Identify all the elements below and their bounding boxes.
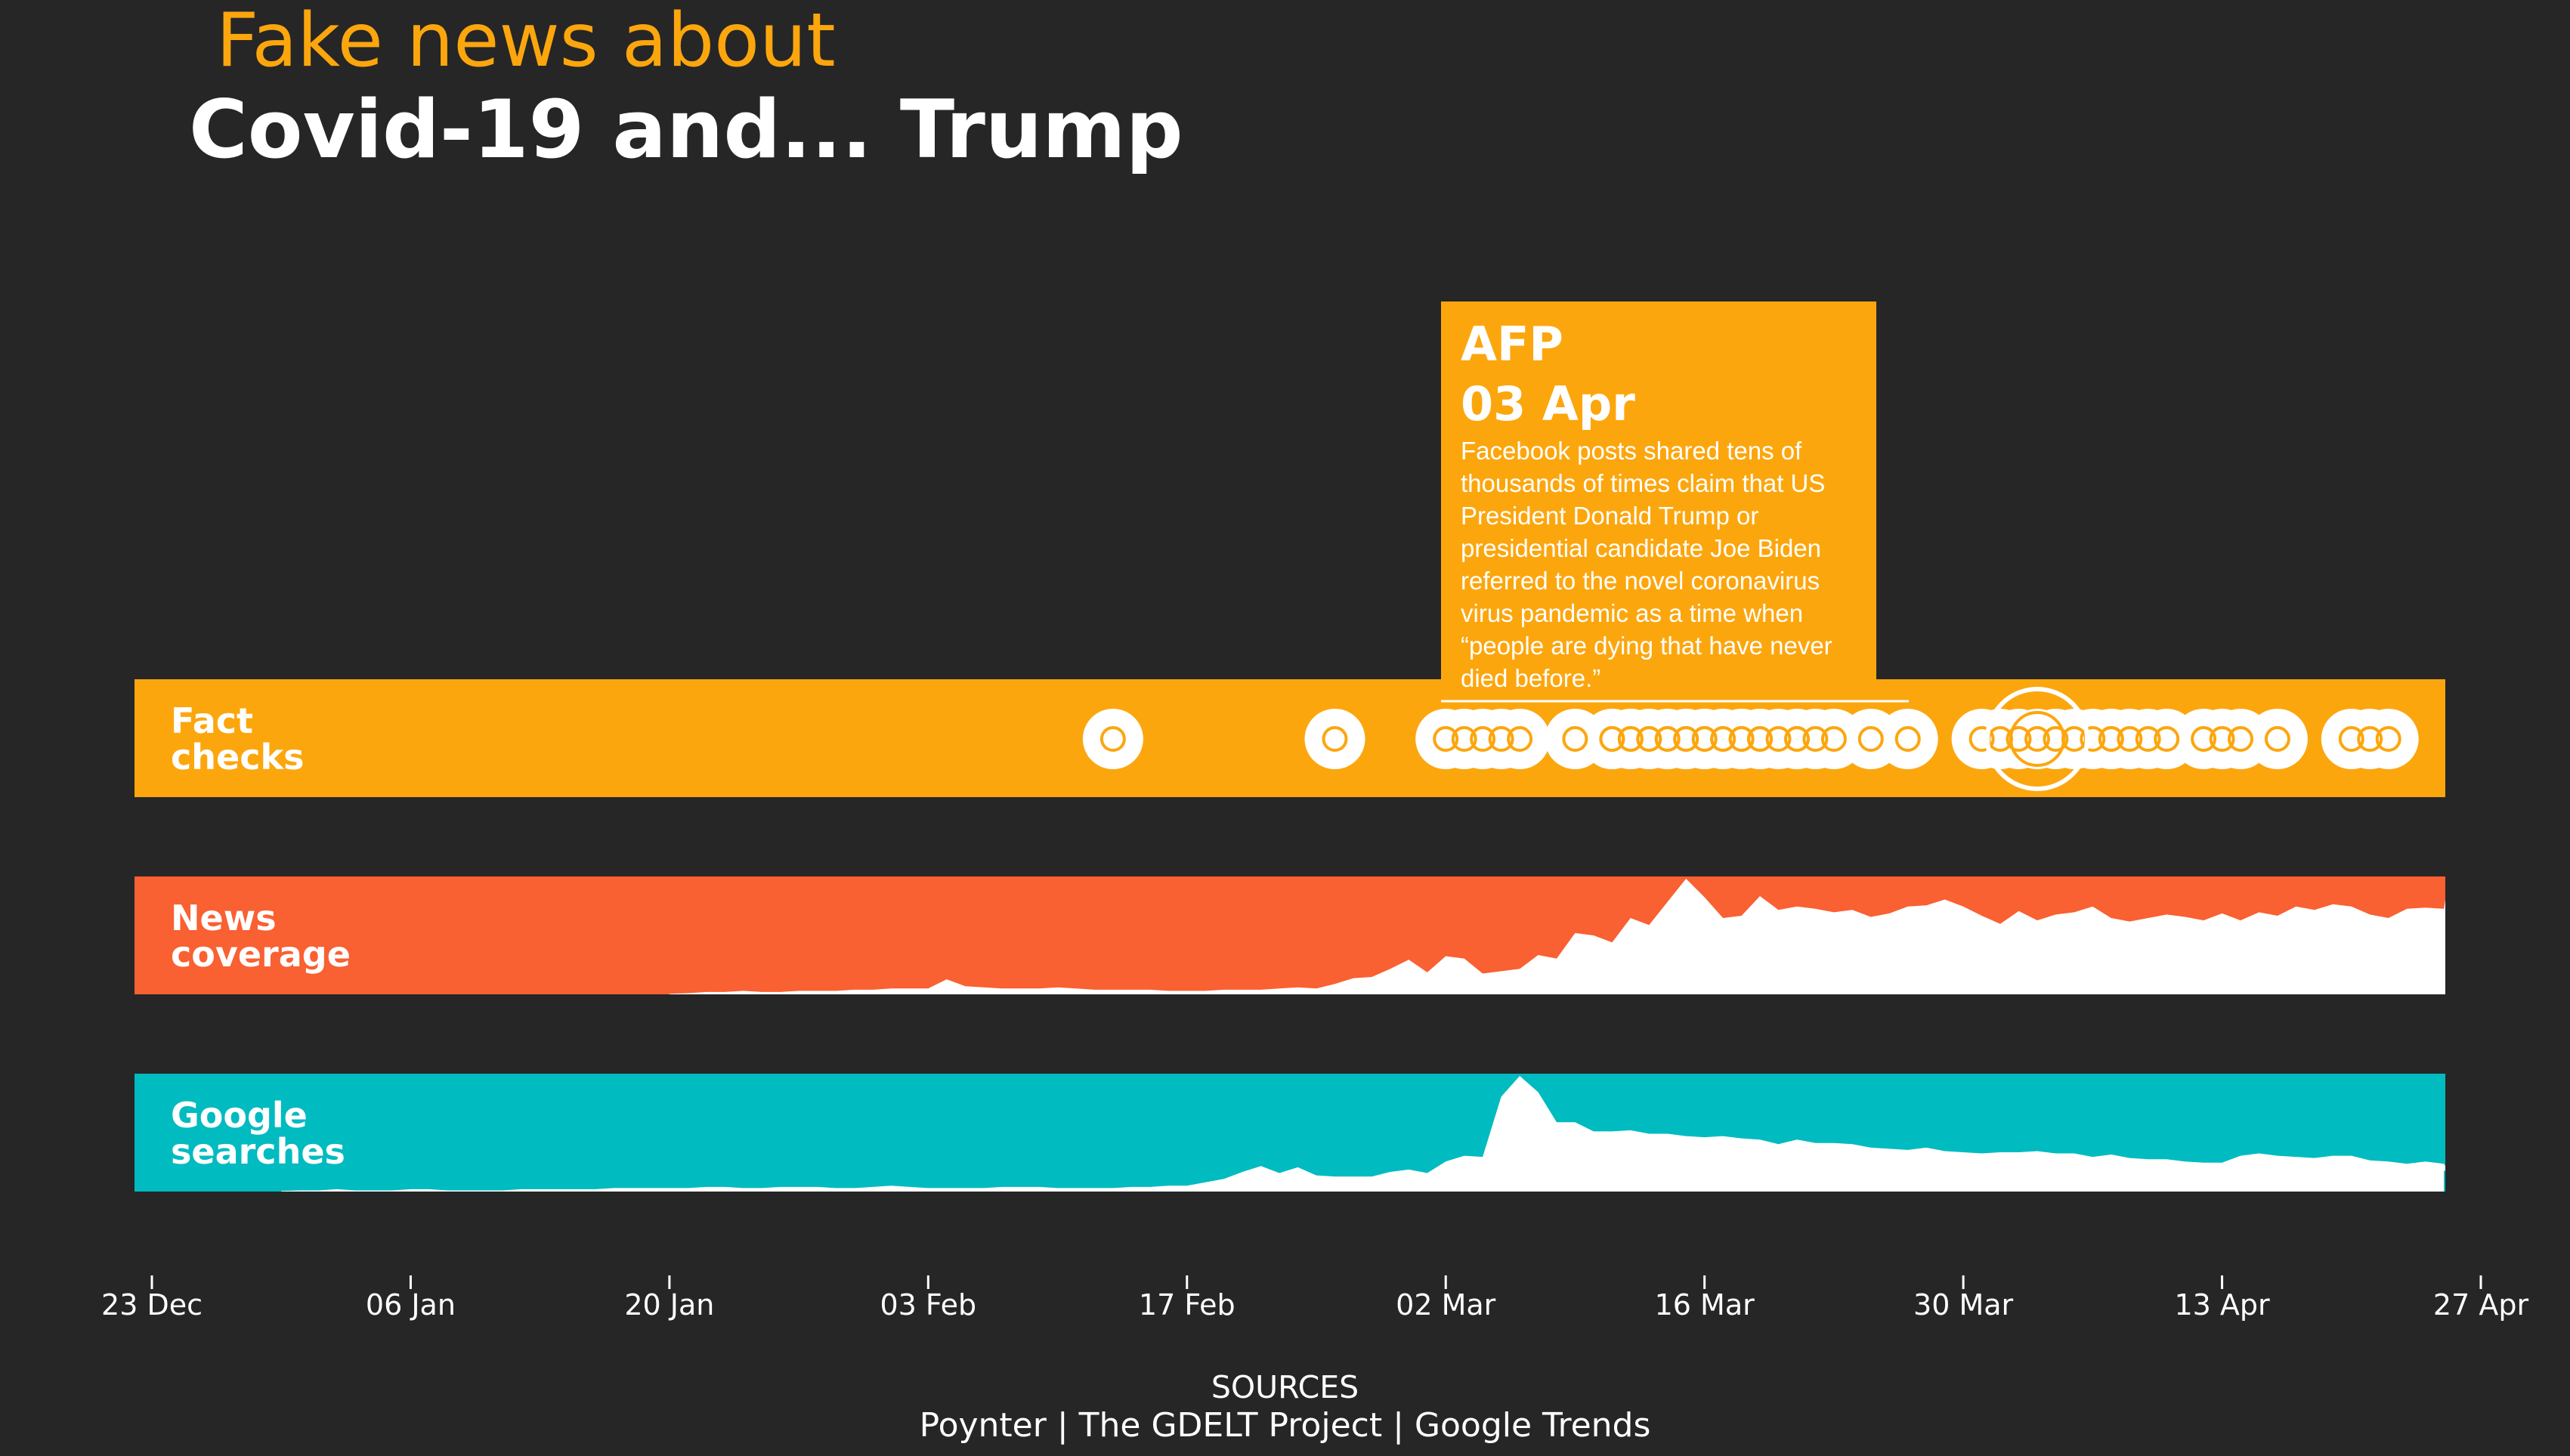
fact-check-marker-ring [2209, 726, 2235, 752]
fact-check-marker-ring [1433, 726, 1459, 752]
chart-title-line2: Covid-19 and... Trump [189, 83, 1183, 176]
fact-check-marker-ring [1747, 726, 1773, 752]
x-axis-tick-label: 23 Dec [101, 1288, 203, 1322]
fact-check-marker-ring [1691, 726, 1718, 752]
fact-check-marker [1082, 709, 1143, 769]
fact-check-marker-ring [1451, 726, 1477, 752]
fact-check-marker-ring [1894, 726, 1921, 752]
fact-check-marker [1304, 709, 1365, 769]
sources-list: Poynter | The GDELT Project | Google Tre… [919, 1406, 1651, 1445]
fact-check-marker-ring [2264, 726, 2290, 752]
fact-check-marker-ring [2043, 726, 2069, 752]
tooltip-text: Facebook posts shared tens of thousands … [1461, 437, 1832, 692]
x-axis-tick-label: 06 Jan [366, 1288, 456, 1322]
chart-title-line1: Fake news about [216, 0, 836, 84]
fact-check-marker [2247, 709, 2308, 769]
area-series [669, 879, 2446, 994]
fact-check-marker-ring [1470, 726, 1496, 752]
fact-check-marker-ring [1507, 726, 1533, 752]
panel-label: News coverage [171, 898, 351, 975]
fact-check-marker-ring [1728, 726, 1755, 752]
fact-check-marker-ring [1654, 726, 1681, 752]
fact-check-marker-ring [2228, 726, 2253, 752]
fact-check-tooltip: AFP 03 Apr Facebook posts shared tens of… [1441, 301, 1876, 699]
fact-check-marker-ring [2375, 726, 2401, 752]
fact-check-marker-ring [1636, 726, 1662, 752]
x-axis-tick-label: 27 Apr [2433, 1288, 2529, 1322]
fact-check-marker-ring [2191, 726, 2217, 752]
fact-check-marker [1489, 709, 1551, 769]
fact-check-marker-ring [2080, 726, 2106, 752]
fact-check-marker-ring [1562, 726, 1588, 752]
fact-check-marker-ring [1599, 726, 1625, 752]
fact-check-marker-ring [2006, 726, 2032, 752]
fact-check-marker-ring [1802, 726, 1829, 752]
fact-check-marker-ring [2357, 726, 2383, 752]
fact-check-marker-ring [2154, 726, 2180, 752]
x-axis-tick-label: 13 Apr [2174, 1288, 2270, 1322]
fact-check-marker-ring [1322, 726, 1348, 752]
x-axis-tick-label: 30 Mar [1913, 1288, 2014, 1322]
fact-check-marker [2358, 709, 2419, 769]
fact-check-marker-ring [1617, 726, 1644, 752]
x-axis-tick-label: 02 Mar [1396, 1288, 1496, 1322]
x-axis-tick-label: 03 Feb [880, 1288, 976, 1322]
x-axis-tick-label: 16 Mar [1655, 1288, 1755, 1322]
fact-check-marker-ring [1784, 726, 1810, 752]
fact-check-marker-ring [1820, 726, 1847, 752]
x-axis-tick-label: 20 Jan [624, 1288, 714, 1322]
fact-check-marker-ring [1710, 726, 1737, 752]
fact-check-marker-ring [2117, 726, 2143, 752]
fact-check-marker [1877, 709, 1938, 769]
fact-check-marker-ring [1765, 726, 1792, 752]
fact-check-marker-ring [1488, 726, 1514, 752]
sources-title: SOURCES [1211, 1369, 1359, 1405]
highlighted-marker-ring [2009, 711, 2065, 767]
fact-check-marker-ring [1857, 726, 1884, 752]
fact-check-marker-ring [1968, 726, 1995, 752]
fact-check-marker-ring [1099, 726, 1126, 752]
tooltip-source: AFP [1461, 317, 1563, 372]
highlighted-marker-halo [1985, 687, 2089, 791]
area-series [281, 1076, 2446, 1192]
fact-check-marker-ring [2024, 726, 2050, 752]
fact-check-marker-ring [2135, 726, 2161, 752]
panel-label: Google searches [171, 1095, 345, 1172]
x-axis-tick-label: 17 Feb [1139, 1288, 1236, 1322]
fact-check-marker-ring [2098, 726, 2124, 752]
fact-check-marker-ring [1673, 726, 1699, 752]
fact-check-marker-ring [2338, 726, 2364, 752]
tooltip-date: 03 Apr [1461, 376, 1635, 431]
panel-label: Fact checks [171, 700, 304, 777]
